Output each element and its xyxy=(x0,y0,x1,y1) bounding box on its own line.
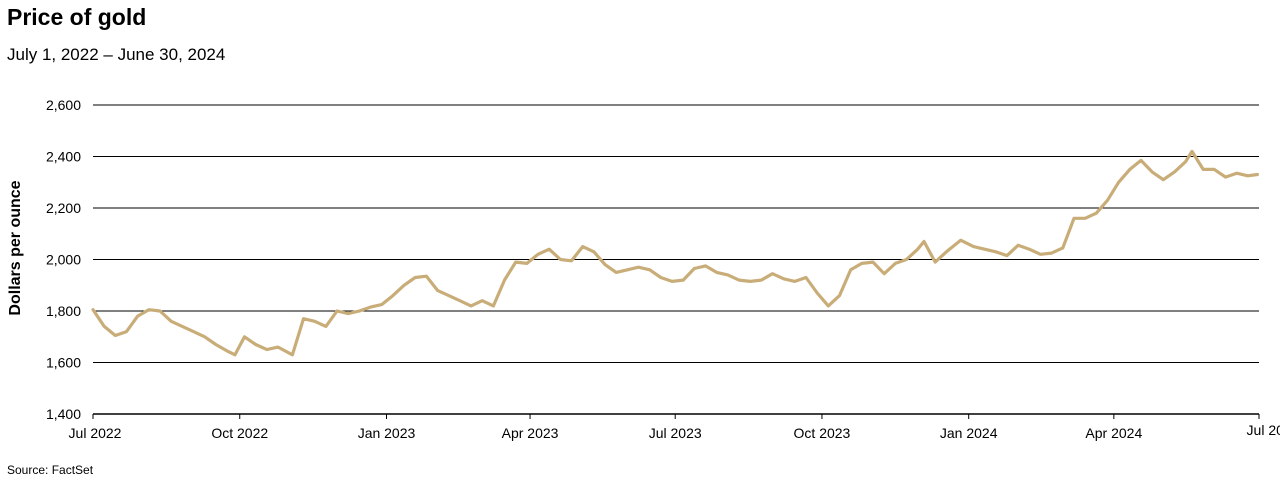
y-axis-label: Dollars per ounce xyxy=(7,180,24,315)
y-tick-label: 2,000 xyxy=(46,252,81,268)
source-note: Source: FactSet xyxy=(7,463,94,477)
chart-title: Price of gold xyxy=(7,4,147,30)
y-tick-label: 2,200 xyxy=(46,200,81,216)
y-tick-label: 1,400 xyxy=(46,406,81,422)
x-axis-ticks: Jul 2022 Oct 2022 Jan 2023 Apr 2023 Jul 2023… xyxy=(69,414,1280,441)
x-tick-label: Apr 2023 xyxy=(502,425,559,441)
x-tick-label: Oct 2022 xyxy=(211,425,268,441)
y-tick-label: 1,600 xyxy=(46,355,81,371)
x-tick-label: Jan 2024 xyxy=(940,425,998,441)
y-tick-label: 2,600 xyxy=(46,97,81,113)
y-axis-ticks: 1,400 1,600 1,800 2,000 2,200 2,400 2,600 xyxy=(46,97,81,422)
x-tick-label: Apr 2024 xyxy=(1085,425,1142,441)
x-tick-label: Jul 2023 xyxy=(649,425,702,441)
x-tick-label: Jul 2022 xyxy=(69,425,122,441)
y-tick-label: 1,800 xyxy=(46,303,81,319)
chart-plot: 1,400 1,600 1,800 2,000 2,200 2,400 2,600 Jul … xyxy=(7,97,1280,441)
series-line-gold-price xyxy=(91,149,1259,357)
chart-subtitle: July 1, 2022 – June 30, 2024 xyxy=(7,45,226,64)
x-tick-label: Oct 2023 xyxy=(794,425,851,441)
y-tick-label: 2,400 xyxy=(46,149,81,165)
x-tick-label: Jul 2024 xyxy=(1247,422,1280,438)
gridlines xyxy=(93,104,1259,363)
x-tick-label: Jan 2023 xyxy=(358,425,416,441)
